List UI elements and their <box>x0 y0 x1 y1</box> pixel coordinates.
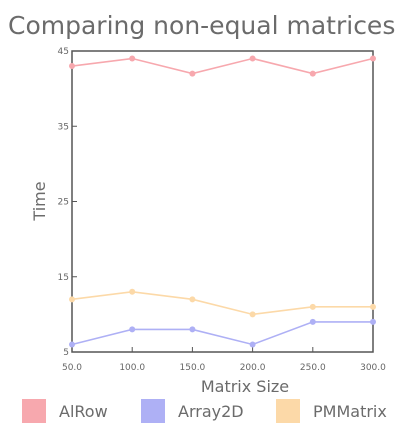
data-point-pmmatrix <box>189 296 196 303</box>
y-axis-ticks: 5 15 25 35 45 <box>58 47 77 358</box>
data-point-alrow <box>309 70 316 77</box>
data-point-pmmatrix <box>309 303 316 310</box>
x-axis-label: Matrix Size <box>201 377 289 396</box>
data-point-alrow <box>249 55 256 62</box>
legend-swatch <box>276 399 300 423</box>
y-tick-label: 5 <box>63 348 69 358</box>
legend-swatch <box>22 399 46 423</box>
series-line-array2d <box>71 321 373 346</box>
data-point-alrow <box>69 63 75 70</box>
x-tick-label: 150.0 <box>180 363 206 373</box>
legend: AlRow Array2D PMMatrix <box>22 399 387 423</box>
data-point-array2d <box>370 318 376 325</box>
y-tick-label: 25 <box>58 198 69 208</box>
legend-label: AlRow <box>59 402 108 421</box>
legend-label: PMMatrix <box>313 402 387 421</box>
series-line-pmmatrix <box>71 290 373 316</box>
x-tick-label: 300.0 <box>360 363 386 373</box>
series-lines <box>69 55 376 348</box>
data-point-array2d <box>249 341 256 348</box>
x-tick-label: 250.0 <box>300 363 326 373</box>
legend-item-array2d[interactable]: Array2D <box>141 399 244 423</box>
data-point-alrow <box>189 70 196 77</box>
data-point-array2d <box>189 326 196 333</box>
data-point-array2d <box>69 341 75 348</box>
series-line-alrow <box>71 57 374 75</box>
x-tick-label: 50.0 <box>62 363 82 373</box>
legend-item-alrow[interactable]: AlRow <box>22 399 108 423</box>
data-point-alrow <box>129 55 136 62</box>
data-point-array2d <box>129 326 136 333</box>
data-point-alrow <box>370 55 376 62</box>
y-tick-label: 45 <box>58 47 69 57</box>
x-tick-label: 100.0 <box>119 363 145 373</box>
legend-item-pmmatrix[interactable]: PMMatrix <box>276 399 387 423</box>
legend-label: Array2D <box>178 402 244 421</box>
data-point-pmmatrix <box>249 311 256 318</box>
data-point-pmmatrix <box>129 288 136 295</box>
chart-title: Comparing non-equal matrices <box>8 11 395 40</box>
data-point-pmmatrix <box>370 303 376 310</box>
legend-swatch <box>141 399 165 423</box>
x-tick-label: 200.0 <box>240 363 266 373</box>
data-point-array2d <box>309 318 316 325</box>
y-axis-label: Time <box>30 181 49 221</box>
x-axis-ticks: 50.0 100.0 150.0 200.0 250.0 300.0 <box>62 347 386 373</box>
data-point-pmmatrix <box>69 296 75 303</box>
y-tick-label: 35 <box>58 122 69 132</box>
y-tick-label: 15 <box>58 273 69 283</box>
